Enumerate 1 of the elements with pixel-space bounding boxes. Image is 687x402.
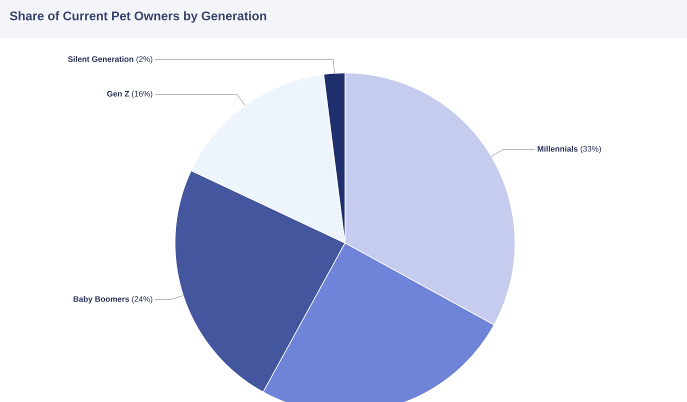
chart-title: Share of Current Pet Owners by Generation xyxy=(10,11,266,23)
